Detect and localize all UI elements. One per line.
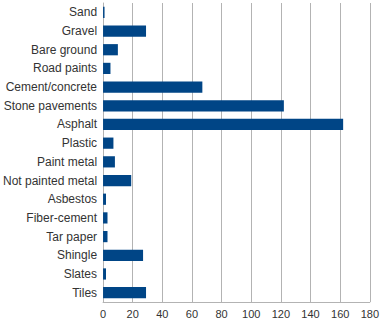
svg-text:60: 60 (186, 308, 198, 320)
svg-text:Not painted metal: Not painted metal (3, 174, 97, 188)
svg-text:Shingle: Shingle (57, 248, 97, 262)
svg-text:160: 160 (331, 308, 349, 320)
svg-text:Fiber-cement: Fiber-cement (26, 211, 97, 225)
svg-text:Road paints: Road paints (33, 61, 97, 75)
svg-text:Stone pavements: Stone pavements (4, 99, 97, 113)
svg-text:0: 0 (100, 308, 106, 320)
svg-text:80: 80 (215, 308, 227, 320)
svg-text:Bare ground: Bare ground (31, 43, 97, 57)
svg-text:Tar paper: Tar paper (46, 230, 97, 244)
svg-text:100: 100 (242, 308, 260, 320)
svg-text:140: 140 (301, 308, 319, 320)
svg-text:Sand: Sand (69, 5, 97, 19)
svg-text:Plastic: Plastic (62, 136, 97, 150)
svg-text:Tiles: Tiles (72, 286, 97, 300)
svg-text:180: 180 (361, 308, 379, 320)
svg-text:20: 20 (127, 308, 139, 320)
svg-text:40: 40 (156, 308, 168, 320)
svg-text:120: 120 (272, 308, 290, 320)
svg-text:Asbestos: Asbestos (48, 192, 97, 206)
svg-text:Slates: Slates (64, 267, 97, 281)
svg-text:Gravel: Gravel (62, 24, 97, 38)
svg-text:Paint metal: Paint metal (37, 155, 97, 169)
svg-text:Cement/concrete: Cement/concrete (6, 80, 98, 94)
svg-text:Asphalt: Asphalt (57, 117, 98, 131)
